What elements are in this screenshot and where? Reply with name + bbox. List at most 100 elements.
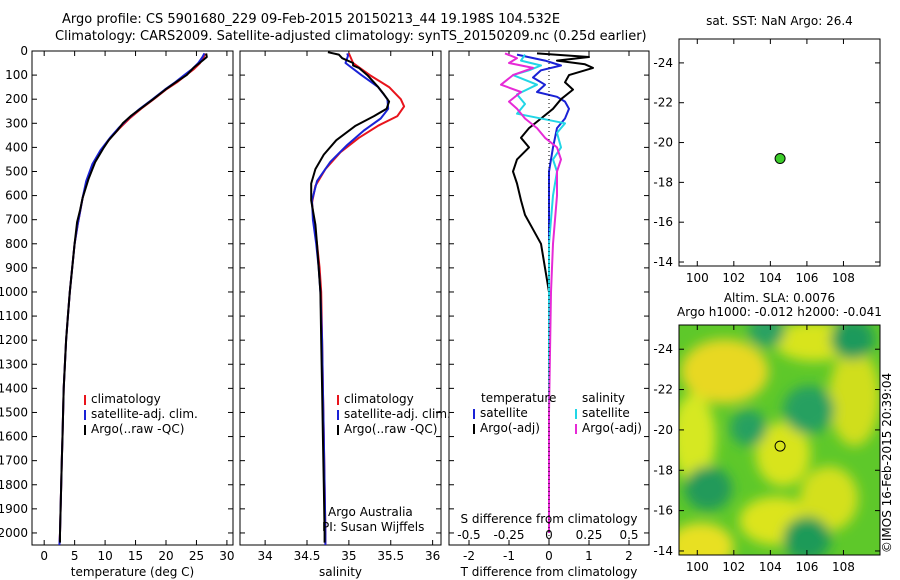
difference-legend-salinity-argo-label: Argo(-adj) bbox=[582, 421, 642, 435]
temperature-legend-entry-label: climatology bbox=[91, 392, 161, 406]
salinity-legend-entry-label: Argo(..raw -QC) bbox=[344, 422, 437, 436]
difference-series-line bbox=[512, 52, 594, 533]
sla-map-ytick-label: -20 bbox=[653, 423, 673, 437]
sla-map-ytick-label: -16 bbox=[653, 504, 673, 518]
sla-map-title-line1: Altim. SLA: 0.0076 bbox=[724, 291, 835, 305]
sla-heatmap-blobs bbox=[679, 325, 880, 555]
temperature-plot-frame bbox=[31, 50, 234, 546]
sla-map-frame bbox=[678, 324, 881, 556]
figure-title-line2: Climatology: CARS2009. Satellite-adjuste… bbox=[55, 29, 647, 44]
depth-tick-label: 400 bbox=[5, 140, 28, 154]
sst-map-ytick-label: -14 bbox=[653, 255, 673, 269]
salinity-xtick-label: 35.5 bbox=[377, 549, 404, 563]
difference-series-line bbox=[500, 52, 562, 533]
difference-legend-salinity-satellite-label: satellite bbox=[582, 406, 630, 420]
sst-map-xtick-label: 106 bbox=[795, 271, 818, 285]
salinity-annotation-pi: PI: Susan Wijffels bbox=[322, 520, 424, 534]
difference-legend-salinity-title: salinity bbox=[582, 391, 625, 405]
difference-xtick-label: -2 bbox=[463, 549, 475, 563]
difference-legend-temperature-satellite-label: satellite bbox=[480, 406, 528, 420]
sst-map-ytick-label: -24 bbox=[653, 56, 673, 70]
depth-tick-label: 900 bbox=[5, 261, 28, 275]
argo-location-marker bbox=[774, 153, 786, 165]
imos-credit: ©IMOS 16-Feb-2015 20:39:04 bbox=[880, 373, 894, 553]
sla-heatmap-blob bbox=[830, 325, 875, 360]
depth-tick-label: 1200 bbox=[0, 333, 28, 347]
salinity-xlabel: salinity bbox=[319, 565, 362, 579]
temperature-xtick-label: 0 bbox=[40, 549, 48, 563]
depth-tick-label: 1500 bbox=[0, 405, 28, 419]
sla-map-xtick-label: 104 bbox=[759, 560, 782, 574]
sst-map-title: sat. SST: NaN Argo: 26.4 bbox=[706, 14, 853, 28]
difference-s-tick-label: -0.5 bbox=[457, 528, 480, 542]
salinity-xtick-label: 34 bbox=[257, 549, 272, 563]
difference-s-xlabel: S difference from climatology bbox=[461, 512, 638, 526]
depth-tick-label: 500 bbox=[5, 164, 28, 178]
depth-tick-label: 1100 bbox=[0, 309, 28, 323]
sla-heatmap-field bbox=[679, 325, 880, 555]
sst-map-xtick-label: 104 bbox=[759, 271, 782, 285]
sst-map-ytick-label: -18 bbox=[653, 175, 673, 189]
difference-xtick-label: 0 bbox=[545, 549, 553, 563]
sla-heatmap-blob bbox=[730, 409, 767, 447]
sla-heatmap-blob bbox=[679, 393, 716, 483]
salinity-series-line bbox=[311, 52, 406, 545]
difference-s-tick-label: 0 bbox=[545, 528, 553, 542]
sla-heatmap-blob bbox=[684, 466, 732, 511]
depth-tick-label: 1700 bbox=[0, 454, 28, 468]
depth-tick-label: 1400 bbox=[0, 381, 28, 395]
depth-tick-label: 1800 bbox=[0, 478, 28, 492]
difference-s-tick-label: 0.5 bbox=[619, 528, 638, 542]
sla-heatmap-blob bbox=[828, 349, 880, 447]
salinity-xtick-label: 34.5 bbox=[294, 549, 321, 563]
depth-tick-label: 200 bbox=[5, 92, 28, 106]
sst-map-ytick-label: -20 bbox=[653, 136, 673, 150]
temperature-xtick-label: 30 bbox=[219, 549, 234, 563]
salinity-legend-entry-label: satellite-adj. clim. bbox=[344, 407, 451, 421]
temperature-series-line bbox=[59, 53, 208, 543]
sst-map-ytick-label: -16 bbox=[653, 215, 673, 229]
sla-map-xtick-label: 102 bbox=[722, 560, 745, 574]
temperature-xtick-label: 10 bbox=[97, 549, 112, 563]
depth-tick-label: 1900 bbox=[0, 502, 28, 516]
salinity-xtick-label: 35 bbox=[341, 549, 356, 563]
depth-tick-label: 600 bbox=[5, 189, 28, 203]
sla-heatmap-blob bbox=[748, 325, 785, 348]
salinity-series-line bbox=[310, 51, 391, 543]
sla-heatmap-blob bbox=[783, 516, 831, 555]
difference-legend-temperature-title: temperature bbox=[481, 391, 556, 405]
depth-tick-label: 800 bbox=[5, 237, 28, 251]
depth-tick-label: 1000 bbox=[0, 285, 28, 299]
sla-map-xtick-label: 106 bbox=[795, 560, 818, 574]
sst-map-xtick-label: 100 bbox=[686, 271, 709, 285]
sla-map-title-line2: Argo h1000: -0.012 h2000: -0.041 bbox=[677, 305, 882, 319]
temperature-xtick-label: 25 bbox=[189, 549, 204, 563]
sst-map-xtick-label: 102 bbox=[722, 271, 745, 285]
sst-map-frame bbox=[678, 38, 881, 267]
temperature-series-line bbox=[58, 52, 206, 546]
difference-s-tick-label: -0.25 bbox=[493, 528, 524, 542]
salinity-plot-frame bbox=[239, 50, 442, 546]
difference-xtick-label: 2 bbox=[625, 549, 633, 563]
depth-tick-label: 300 bbox=[5, 116, 28, 130]
temperature-series-line bbox=[58, 53, 206, 546]
salinity-xtick-label: 36 bbox=[425, 549, 440, 563]
depth-tick-label: 1300 bbox=[0, 357, 28, 371]
depth-tick-label: 100 bbox=[5, 68, 28, 82]
figure-title-line1: Argo profile: CS 5901680_229 09-Feb-2015… bbox=[62, 12, 561, 27]
depth-tick-label: 700 bbox=[5, 213, 28, 227]
temperature-xlabel: temperature (deg C) bbox=[71, 565, 194, 579]
sla-heatmap-blob bbox=[783, 385, 835, 434]
salinity-annotation-argo-australia: Argo Australia bbox=[328, 505, 413, 519]
sla-map-xtick-label: 100 bbox=[686, 560, 709, 574]
temperature-legend-entry-label: Argo(..raw -QC) bbox=[91, 422, 184, 436]
depth-tick-label: 2000 bbox=[0, 526, 28, 540]
sla-heatmap-blob bbox=[799, 466, 859, 531]
difference-xtick-label: 1 bbox=[585, 549, 593, 563]
sst-map-ytick-label: -22 bbox=[653, 96, 673, 110]
sla-map-ytick-label: -18 bbox=[653, 463, 673, 477]
temperature-xtick-label: 15 bbox=[128, 549, 143, 563]
depth-tick-label: 1600 bbox=[0, 430, 28, 444]
sla-map-xtick-label: 108 bbox=[832, 560, 855, 574]
